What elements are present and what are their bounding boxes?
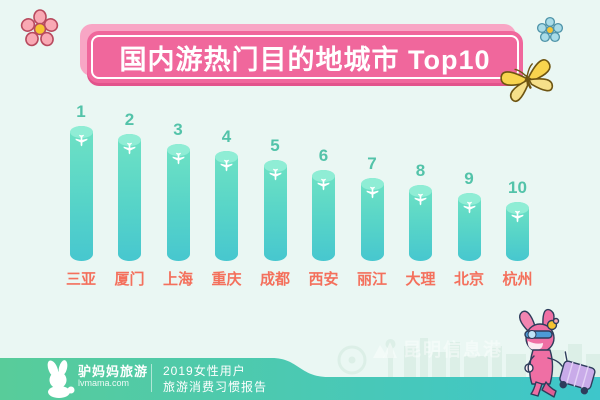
bar (409, 185, 432, 261)
airplane-icon (220, 159, 233, 172)
bar-rank-label: 1 (76, 102, 86, 121)
bar-top-cap (506, 202, 529, 214)
bar-top-cap (312, 170, 335, 182)
blue-flower-icon (536, 16, 564, 43)
bar-top-cap (409, 185, 432, 197)
bar-column: 3 上海 (154, 120, 202, 288)
bar-rank-label: 9 (464, 169, 474, 188)
bar-city-label: 西安 (308, 271, 339, 288)
bar (506, 202, 529, 261)
airplane-icon (317, 178, 330, 191)
bar (118, 134, 141, 261)
watermark-text: 昆明信息港 (403, 340, 503, 360)
bar-column: 1 三亚 (57, 102, 105, 288)
bar (215, 151, 238, 261)
title-banner-front: 国内游热门目的地城市 Top10 (87, 31, 523, 83)
bar-column: 8 大理 (397, 161, 445, 288)
bar-rank-label: 5 (270, 136, 280, 155)
bar-top-cap (457, 193, 481, 205)
bar-top-cap (360, 178, 384, 190)
bar-city-label: 三亚 (65, 271, 96, 288)
airplane-icon (366, 186, 378, 199)
bar-column: 2 厦门 (106, 110, 154, 288)
airplane-icon (463, 201, 475, 214)
watermark-mountain-icon (373, 342, 397, 358)
bar (69, 126, 93, 261)
airplane-icon (269, 168, 281, 181)
bar-city-label: 厦门 (114, 271, 145, 288)
bar-column: 9 北京 (445, 169, 493, 288)
airplane-icon (123, 142, 136, 155)
rabbit-mascot-with-suitcase (519, 308, 596, 398)
bar-rank-label: 8 (415, 161, 426, 180)
footer: 驴妈妈旅游 lvmama.com 2019女性用户 旅游消费习惯报告 (0, 358, 600, 400)
bar-city-label: 丽江 (356, 271, 387, 288)
bar-top-cap (118, 134, 141, 146)
butterfly-icon (500, 59, 554, 103)
bar-column: 7 丽江 (348, 154, 396, 288)
bar-city-label: 重庆 (211, 271, 242, 288)
report-line1: 2019女性用户 (163, 364, 246, 378)
footer-background (0, 338, 600, 400)
bar (457, 193, 481, 261)
bar-rank-label: 3 (173, 120, 183, 139)
bar-column: 6 西安 (300, 146, 348, 288)
airplane-icon (75, 134, 87, 147)
bar (360, 178, 384, 261)
bar (166, 144, 190, 261)
lvmama-rabbit-logo-icon (47, 360, 75, 398)
bar-city-label: 北京 (453, 271, 484, 288)
bar-rank-label: 7 (367, 154, 377, 173)
bar-column: 5 成都 (251, 136, 299, 288)
bar-top-cap (166, 144, 190, 156)
brand-name: 驴妈妈旅游 (78, 364, 149, 379)
bar-rank-label: 10 (508, 178, 527, 197)
airplane-icon (511, 210, 524, 223)
bar-top-cap (69, 126, 93, 138)
footer-divider (151, 364, 152, 392)
bar-city-label: 成都 (259, 271, 290, 288)
report-title: 2019女性用户 旅游消费习惯报告 (163, 363, 267, 395)
bar-rank-label: 6 (318, 146, 329, 165)
bar (312, 170, 335, 261)
bar-rank-label: 4 (221, 127, 232, 146)
bar-top-cap (263, 160, 287, 172)
city-skyline (337, 338, 600, 380)
bar-top-cap (215, 151, 238, 163)
brand-block: 驴妈妈旅游 lvmama.com (78, 364, 149, 389)
bar (263, 160, 287, 261)
bar-rank-label: 2 (124, 110, 135, 129)
airplane-icon (414, 193, 427, 206)
pink-flower-icon (20, 9, 59, 47)
bar-city-label: 上海 (162, 271, 193, 288)
bar-city-label: 大理 (405, 271, 436, 288)
airplane-icon (172, 152, 184, 165)
brand-domain: lvmama.com (78, 378, 130, 389)
bar-column: 4 重庆 (203, 127, 251, 288)
bar-column: 10 杭州 (494, 178, 542, 288)
report-line2: 旅游消费习惯报告 (163, 380, 268, 394)
bar-city-label: 杭州 (502, 271, 533, 288)
title-banner: 国内游热门目的地城市 Top10 (80, 24, 523, 83)
watermark: 昆明信息港 (372, 336, 503, 362)
